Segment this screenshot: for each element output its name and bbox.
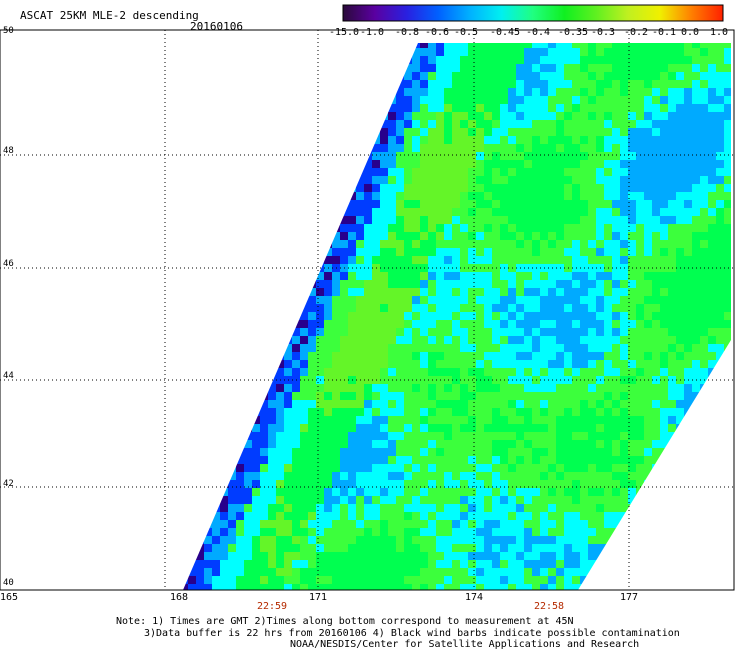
- lat-label-40: 40: [3, 578, 14, 588]
- lon-label-177: 177: [619, 592, 639, 603]
- colorbar-label: -0.4: [525, 27, 551, 38]
- colorbar-label: -0.5: [453, 27, 479, 38]
- colorbar-label: -1.0: [359, 27, 385, 38]
- grid-lines: [0, 30, 734, 590]
- colorbar-label: -0.8: [394, 27, 420, 38]
- map-frame: [0, 29, 735, 591]
- note-line-3: NOAA/NESDIS/Center for Satellite Applica…: [290, 639, 640, 650]
- lat-label-48: 48: [3, 146, 14, 156]
- note-line-1: Note: 1) Times are GMT 2)Times along bot…: [116, 616, 574, 627]
- lon-label-174: 174: [464, 592, 484, 603]
- colorbar-label: 1.0: [709, 27, 729, 38]
- colorbar: [342, 4, 724, 22]
- colorbar-label: -0.1: [651, 27, 677, 38]
- colorbar-label: 0.0: [680, 27, 700, 38]
- colorbar-label: -0.3: [590, 27, 616, 38]
- data-swath: [183, 43, 731, 590]
- colorbar-label: -0.45: [489, 27, 521, 38]
- note-line-2: 3)Data buffer is 22 hrs from 20160106 4)…: [144, 628, 680, 639]
- map-title: ASCAT 25KM MLE-2 descending: [20, 9, 199, 22]
- time-label: 22:58: [533, 601, 565, 612]
- colorbar-gradient: [342, 4, 724, 22]
- colorbar-label: -0.6: [424, 27, 450, 38]
- colorbar-label: -0.35: [557, 27, 589, 38]
- colorbar-label: -15.0: [328, 27, 360, 38]
- time-label: 22:59: [256, 601, 288, 612]
- lon-label-165: 165: [0, 592, 19, 603]
- lat-label-44: 44: [3, 371, 14, 381]
- lon-label-171: 171: [308, 592, 328, 603]
- colorbar-label: -0.2: [623, 27, 649, 38]
- lat-label-42: 42: [3, 479, 14, 489]
- lat-label-46: 46: [3, 259, 14, 269]
- lat-label-50: 50: [3, 26, 14, 36]
- lon-label-168: 168: [169, 592, 189, 603]
